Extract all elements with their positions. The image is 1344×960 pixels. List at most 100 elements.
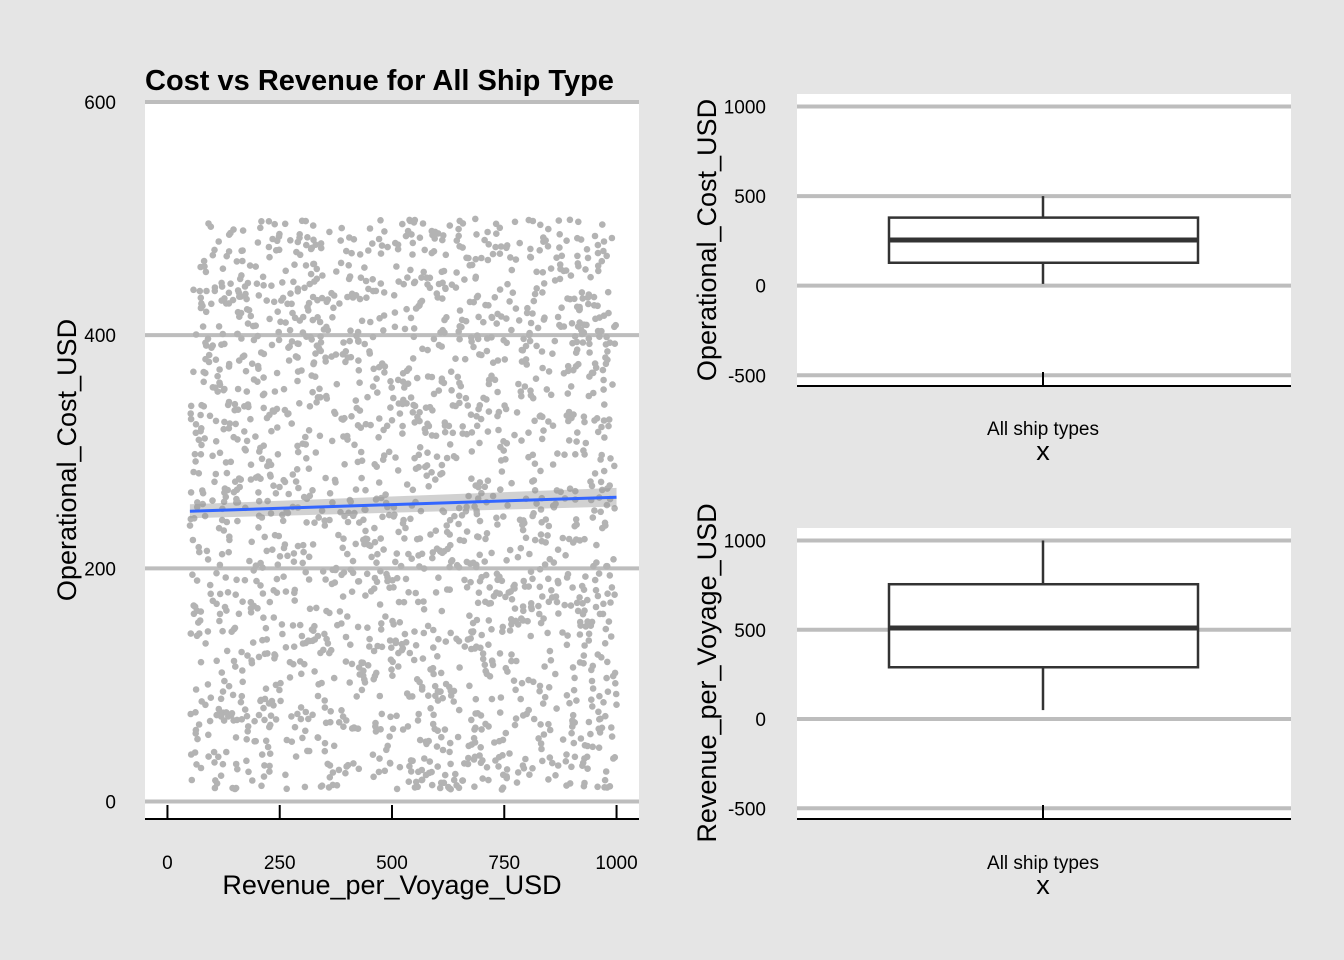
scatter-point — [308, 372, 316, 379]
scatter-point — [326, 228, 333, 236]
scatter-point — [572, 516, 580, 523]
scatter-point — [538, 348, 546, 355]
scatter-point — [508, 266, 516, 274]
scatter-point — [443, 454, 451, 462]
scatter-point — [227, 280, 234, 288]
scatter-point — [388, 644, 395, 651]
scatter-point — [491, 294, 499, 301]
scatter-point — [357, 274, 365, 282]
scatter-point — [283, 736, 291, 744]
scatter-point — [483, 347, 491, 355]
scatter-point — [339, 593, 347, 600]
scatter-point — [290, 558, 298, 565]
scatter-point — [401, 535, 408, 542]
scatter-point — [319, 272, 326, 279]
scatter-point — [189, 571, 196, 578]
scatter-point — [533, 285, 540, 292]
scatter-point — [500, 513, 507, 520]
scatter-point — [567, 272, 575, 279]
scatter-point — [305, 553, 313, 561]
scatter-point — [488, 626, 495, 633]
scatter-point — [410, 656, 418, 664]
scatter-point — [585, 637, 593, 644]
scatter-point — [394, 467, 402, 474]
scatter-point — [424, 346, 431, 354]
scatter-point — [430, 626, 437, 634]
scatter-point — [393, 263, 400, 270]
scatter-point — [588, 369, 596, 377]
scatter-point — [215, 323, 223, 330]
scatter-point — [298, 670, 305, 678]
scatter-point — [508, 326, 515, 334]
scatter-point — [425, 769, 433, 777]
scatter-point — [479, 655, 487, 663]
scatter-point — [225, 548, 232, 556]
scatter-point — [388, 384, 396, 391]
scatter-point — [187, 402, 195, 410]
scatter-point — [455, 706, 463, 714]
scatter-point — [207, 223, 215, 230]
scatter-point — [408, 555, 416, 562]
scatter-point — [536, 247, 543, 254]
scatter-point — [442, 638, 450, 645]
scatter-point — [199, 323, 207, 330]
scatter-point — [428, 227, 436, 235]
scatter-point — [566, 699, 573, 707]
scatter-point — [572, 487, 579, 495]
scatter-point — [475, 313, 482, 321]
scatter-point — [234, 308, 242, 316]
scatter-point — [394, 376, 402, 384]
scatter-point — [354, 328, 362, 336]
scatter-point — [316, 432, 324, 440]
scatter-point — [329, 499, 336, 506]
scatter-point — [519, 762, 527, 769]
scatter-point — [443, 528, 451, 536]
scatter-point — [404, 274, 411, 281]
scatter-point — [538, 435, 546, 443]
scatter-point — [572, 451, 579, 458]
scatter-point — [303, 519, 310, 526]
scatter-point — [401, 384, 408, 391]
scatter-point — [387, 713, 394, 721]
scatter-point — [503, 244, 510, 252]
scatter-point — [576, 631, 584, 638]
scatter-point — [265, 218, 273, 225]
scatter-point — [445, 422, 453, 430]
scatter-point — [514, 553, 522, 561]
scatter-point — [375, 363, 383, 371]
scatter-point — [484, 256, 492, 264]
scatter-point — [233, 716, 241, 724]
scatter-point — [579, 295, 586, 302]
scatter-point — [421, 463, 429, 471]
scatter-point — [476, 351, 483, 358]
scatter-point — [204, 681, 212, 688]
scatter-point — [476, 517, 484, 525]
scatter-point — [358, 317, 366, 325]
scatter-point — [602, 522, 609, 529]
scatter-point — [473, 561, 480, 569]
scatter-point — [441, 316, 448, 324]
scatter-point — [594, 241, 602, 249]
scatter-point — [446, 748, 453, 756]
scatter-point — [585, 392, 593, 400]
scatter-point — [539, 269, 547, 276]
scatter-point — [192, 730, 199, 737]
scatter-point — [590, 302, 598, 309]
scatter-point — [302, 262, 310, 269]
scatter-point — [328, 580, 336, 588]
scatter-point — [284, 552, 291, 560]
scatter-point — [596, 314, 603, 321]
scatter-point — [455, 328, 463, 335]
scatter-point — [313, 399, 320, 406]
scatter-point — [409, 757, 416, 765]
scatter-point — [530, 477, 538, 484]
scatter-point — [459, 777, 466, 784]
scatter-point — [519, 712, 527, 719]
scatter-point — [558, 304, 565, 312]
scatter-point — [462, 394, 470, 402]
scatter-point — [430, 248, 438, 255]
scatter-point — [366, 635, 373, 643]
scatter-point — [417, 507, 425, 515]
scatter-point — [302, 727, 309, 735]
scatter-point — [281, 220, 289, 228]
